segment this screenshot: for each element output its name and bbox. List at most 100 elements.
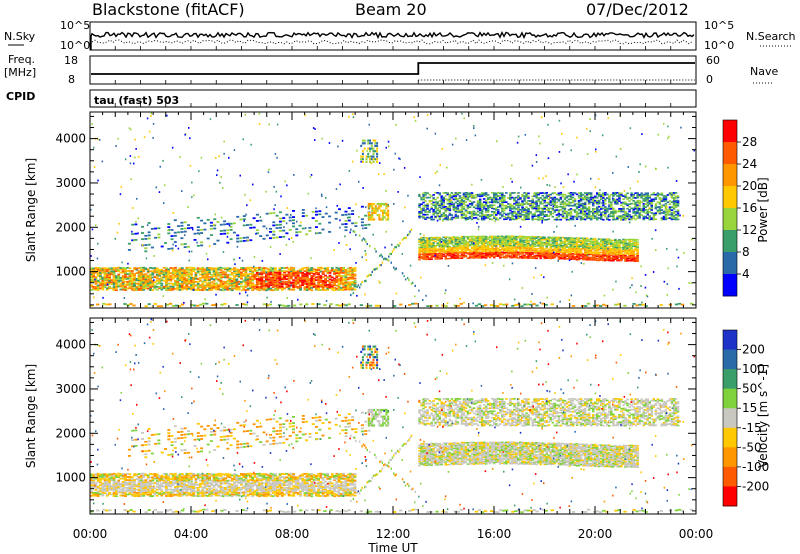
heatmap-cell [608,258,611,260]
heatmap-cell [569,241,573,243]
heatmap-cell [377,304,382,307]
heatmap-cell [464,209,468,212]
heatmap-cell [205,302,209,305]
heatmap-cell [287,277,291,280]
heatmap-cell [662,217,666,219]
heatmap-cell [571,256,575,259]
heatmap-cell [470,201,474,204]
heatmap-cell [269,231,272,233]
heatmap-cell [581,197,585,199]
heatmap-cell [240,267,243,269]
heatmap-cell [233,272,236,275]
heatmap-cell [598,252,601,255]
heatmap-cell [664,198,668,200]
heatmap-cell [460,250,464,253]
heatmap-cell [135,287,139,289]
heatmap-cell [374,207,377,210]
heatmap-cell [128,283,132,286]
heatmap-cell [450,241,454,244]
heatmap-cell [448,203,452,205]
heatmap-cell [190,282,193,285]
heatmap-cell [589,243,593,245]
heatmap-cell [503,250,506,252]
heatmap-cell [638,215,641,218]
heatmap-cell [541,207,544,210]
heatmap-cell [193,232,197,235]
heatmap-cell [565,204,569,207]
heatmap-cell [563,193,567,196]
heatmap-cell [535,195,538,197]
heatmap-cell [194,288,198,291]
heatmap-cell [579,203,583,205]
heatmap-cell [482,237,486,239]
heatmap-cell [592,201,595,204]
heatmap-cell [169,278,173,281]
heatmap-cell [255,269,259,272]
heatmap-cell [292,271,296,274]
heatmap-cell [90,276,93,278]
heatmap-cell [196,244,200,247]
heatmap-cell [446,209,449,211]
heatmap-cell [140,266,143,269]
heatmap-cell [376,214,379,217]
heatmap-cell [482,238,486,240]
heatmap-cell [240,268,243,271]
heatmap-cell [432,244,435,247]
heatmap-cell [174,266,177,269]
heatmap-cell [103,279,107,282]
heatmap-cell [472,245,476,247]
heatmap-cell [180,287,184,290]
heatmap-cell [450,201,454,204]
heatmap-cell [545,247,548,249]
heatmap-cell [505,251,508,254]
nsearch-trace [91,39,693,45]
heatmap-cell [628,241,631,243]
heatmap-cell [162,273,166,276]
heatmap-cell [602,254,605,256]
heatmap-cell [385,214,388,217]
heatmap-cell [187,278,191,281]
heatmap-cell [311,303,315,305]
heatmap-cell [353,285,357,288]
heatmap-cell [137,283,141,285]
heatmap-cell [503,239,506,241]
heatmap-cell [589,195,593,198]
heatmap-cell [515,243,518,246]
heatmap-cell [557,247,561,250]
heatmap-cell [349,266,352,269]
heatmap-cell [608,254,611,256]
heatmap-cell [428,193,431,196]
heatmap-cell [94,285,98,288]
heatmap-cell [272,236,276,239]
heatmap-cell [466,248,470,250]
heatmap-cell [668,217,672,219]
heatmap-cell [555,239,559,241]
heatmap-cell [321,216,325,218]
heatmap-cell [260,273,264,275]
heatmap-cell [499,303,503,306]
heatmap-cell [176,287,180,289]
heatmap-cell [583,196,587,199]
heatmap-cell [622,248,625,250]
heatmap-cell [454,257,458,259]
heatmap-cell [480,251,484,254]
heatmap-cell [531,215,534,218]
heatmap-cell [493,236,496,239]
heatmap-cell [315,210,318,213]
heatmap-cell [420,249,423,252]
heatmap-cell [525,238,528,240]
heatmap-cell [630,256,633,258]
heatmap-cell [430,239,433,242]
heatmap-cell [262,267,266,269]
heatmap-cell [242,218,246,221]
heatmap-cell [608,219,611,221]
heatmap-cell [594,241,597,244]
heatmap-cell [260,278,264,281]
heatmap-cell [369,244,371,248]
heatmap-cell [616,250,619,253]
heatmap-cell [616,199,619,202]
heatmap-cell [135,279,139,282]
heatmap-cell [612,242,615,244]
heatmap-cell [579,241,583,244]
heatmap-cell [108,271,111,274]
